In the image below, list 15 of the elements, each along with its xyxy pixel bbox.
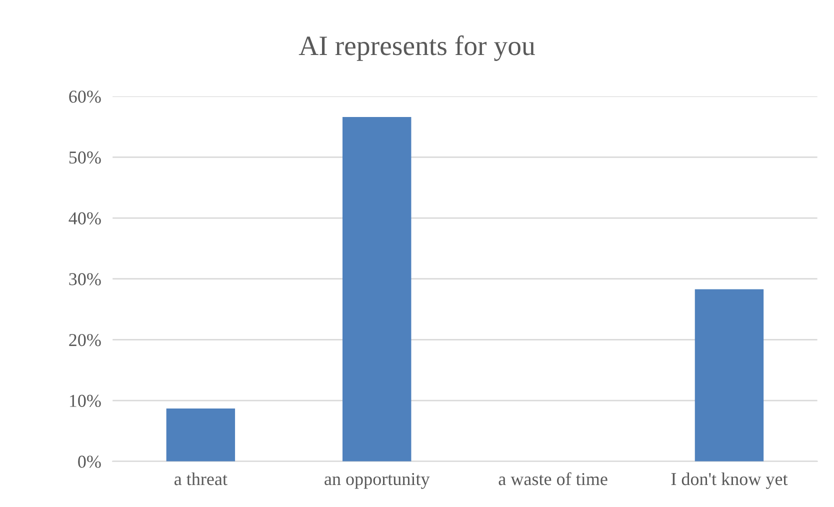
y-tick-label: 50% <box>69 151 101 164</box>
y-tick-label: 20% <box>69 334 101 346</box>
y-tick-label: 0% <box>78 456 101 468</box>
y-tick-label: 30% <box>69 273 101 286</box>
x-tick-label: a threat <box>174 472 228 486</box>
x-tick-label: I don't know yet <box>671 472 788 489</box>
y-tick-label: 60% <box>69 90 101 103</box>
y-tick-label: 40% <box>68 212 101 225</box>
y-tick-label: 10% <box>70 394 101 408</box>
x-tick-label: a waste of time <box>498 472 608 486</box>
x-tick-label: an opportunity <box>324 473 430 489</box>
chart-title: AI represents for you <box>298 35 535 61</box>
bar <box>166 408 236 462</box>
bar <box>342 117 412 462</box>
bar <box>694 289 764 462</box>
